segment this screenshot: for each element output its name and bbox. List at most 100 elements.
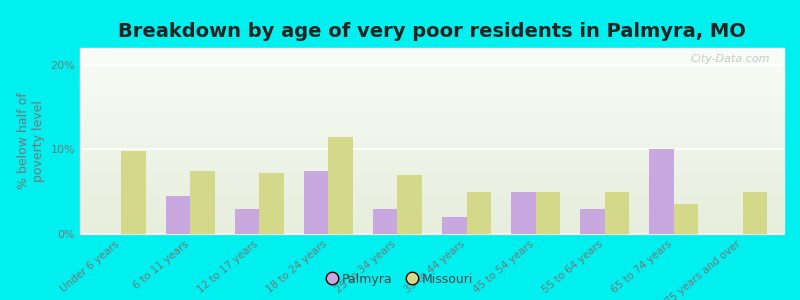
Bar — [80, 72, 784, 74]
Bar — [674, 204, 698, 234]
Bar — [442, 217, 466, 234]
Bar — [80, 115, 784, 117]
Bar — [80, 223, 784, 225]
Bar — [80, 50, 784, 52]
Bar — [80, 126, 784, 128]
Bar — [80, 200, 784, 202]
Bar — [80, 156, 784, 158]
Bar — [80, 68, 784, 70]
Bar — [80, 158, 784, 160]
Bar — [80, 65, 784, 67]
Bar — [80, 212, 784, 214]
Bar — [80, 107, 784, 110]
Bar — [80, 76, 784, 78]
Title: Breakdown by age of very poor residents in Palmyra, MO: Breakdown by age of very poor residents … — [118, 22, 746, 41]
Bar — [80, 145, 784, 147]
Bar — [80, 230, 784, 232]
Bar — [80, 180, 784, 182]
Bar — [80, 52, 784, 54]
Bar — [80, 154, 784, 156]
Bar — [80, 178, 784, 180]
Bar — [80, 214, 784, 215]
Bar — [122, 151, 146, 234]
Bar — [80, 204, 784, 206]
Bar — [80, 110, 784, 111]
Bar — [259, 173, 284, 234]
Bar — [80, 61, 784, 63]
Bar — [80, 148, 784, 150]
Bar — [80, 100, 784, 102]
Bar — [80, 89, 784, 91]
Bar — [80, 91, 784, 93]
Bar — [80, 137, 784, 139]
Bar — [80, 193, 784, 195]
Bar — [80, 130, 784, 132]
Bar — [80, 210, 784, 212]
Bar — [80, 152, 784, 154]
Bar — [80, 163, 784, 165]
Bar — [80, 199, 784, 200]
Bar — [80, 128, 784, 130]
Bar — [80, 160, 784, 161]
Bar — [80, 104, 784, 106]
Bar — [466, 192, 490, 234]
Bar — [80, 74, 784, 76]
Bar — [80, 113, 784, 115]
Bar — [80, 82, 784, 83]
Bar — [80, 54, 784, 56]
Bar — [80, 169, 784, 171]
Bar — [80, 167, 784, 169]
Bar — [235, 208, 259, 234]
Bar — [190, 171, 214, 234]
Bar — [80, 226, 784, 228]
Bar — [80, 217, 784, 219]
Bar — [80, 171, 784, 172]
Bar — [80, 176, 784, 178]
Bar — [580, 208, 605, 234]
Bar — [80, 70, 784, 72]
Bar — [80, 57, 784, 59]
Bar — [650, 149, 674, 234]
Bar — [80, 102, 784, 104]
Bar — [80, 150, 784, 152]
Y-axis label: % below half of
poverty level: % below half of poverty level — [17, 93, 45, 189]
Bar — [80, 202, 784, 204]
Bar — [535, 192, 560, 234]
Bar — [511, 192, 535, 234]
Bar — [80, 119, 784, 121]
Bar — [80, 98, 784, 100]
Bar — [742, 192, 766, 234]
Bar — [80, 161, 784, 163]
Bar — [80, 225, 784, 226]
Bar — [80, 182, 784, 184]
Bar — [80, 143, 784, 145]
Bar — [80, 56, 784, 57]
Bar — [80, 117, 784, 119]
Bar — [80, 184, 784, 186]
Bar — [80, 48, 784, 50]
Bar — [80, 121, 784, 122]
Bar — [80, 111, 784, 113]
Bar — [166, 196, 190, 234]
Bar — [304, 171, 329, 234]
Bar — [80, 96, 784, 98]
Bar — [80, 206, 784, 208]
Bar — [80, 189, 784, 191]
Bar — [80, 93, 784, 94]
Bar — [80, 124, 784, 126]
Text: City-Data.com: City-Data.com — [690, 54, 770, 64]
Bar — [80, 139, 784, 141]
Bar — [80, 132, 784, 134]
Legend: Palmyra, Missouri: Palmyra, Missouri — [322, 268, 478, 291]
Bar — [80, 191, 784, 193]
Bar — [80, 208, 784, 210]
Bar — [80, 94, 784, 96]
Bar — [80, 135, 784, 137]
Bar — [80, 195, 784, 197]
Bar — [398, 175, 422, 234]
Bar — [80, 134, 784, 135]
Bar — [80, 106, 784, 107]
Bar — [80, 165, 784, 167]
Bar — [80, 87, 784, 89]
Bar — [605, 192, 629, 234]
